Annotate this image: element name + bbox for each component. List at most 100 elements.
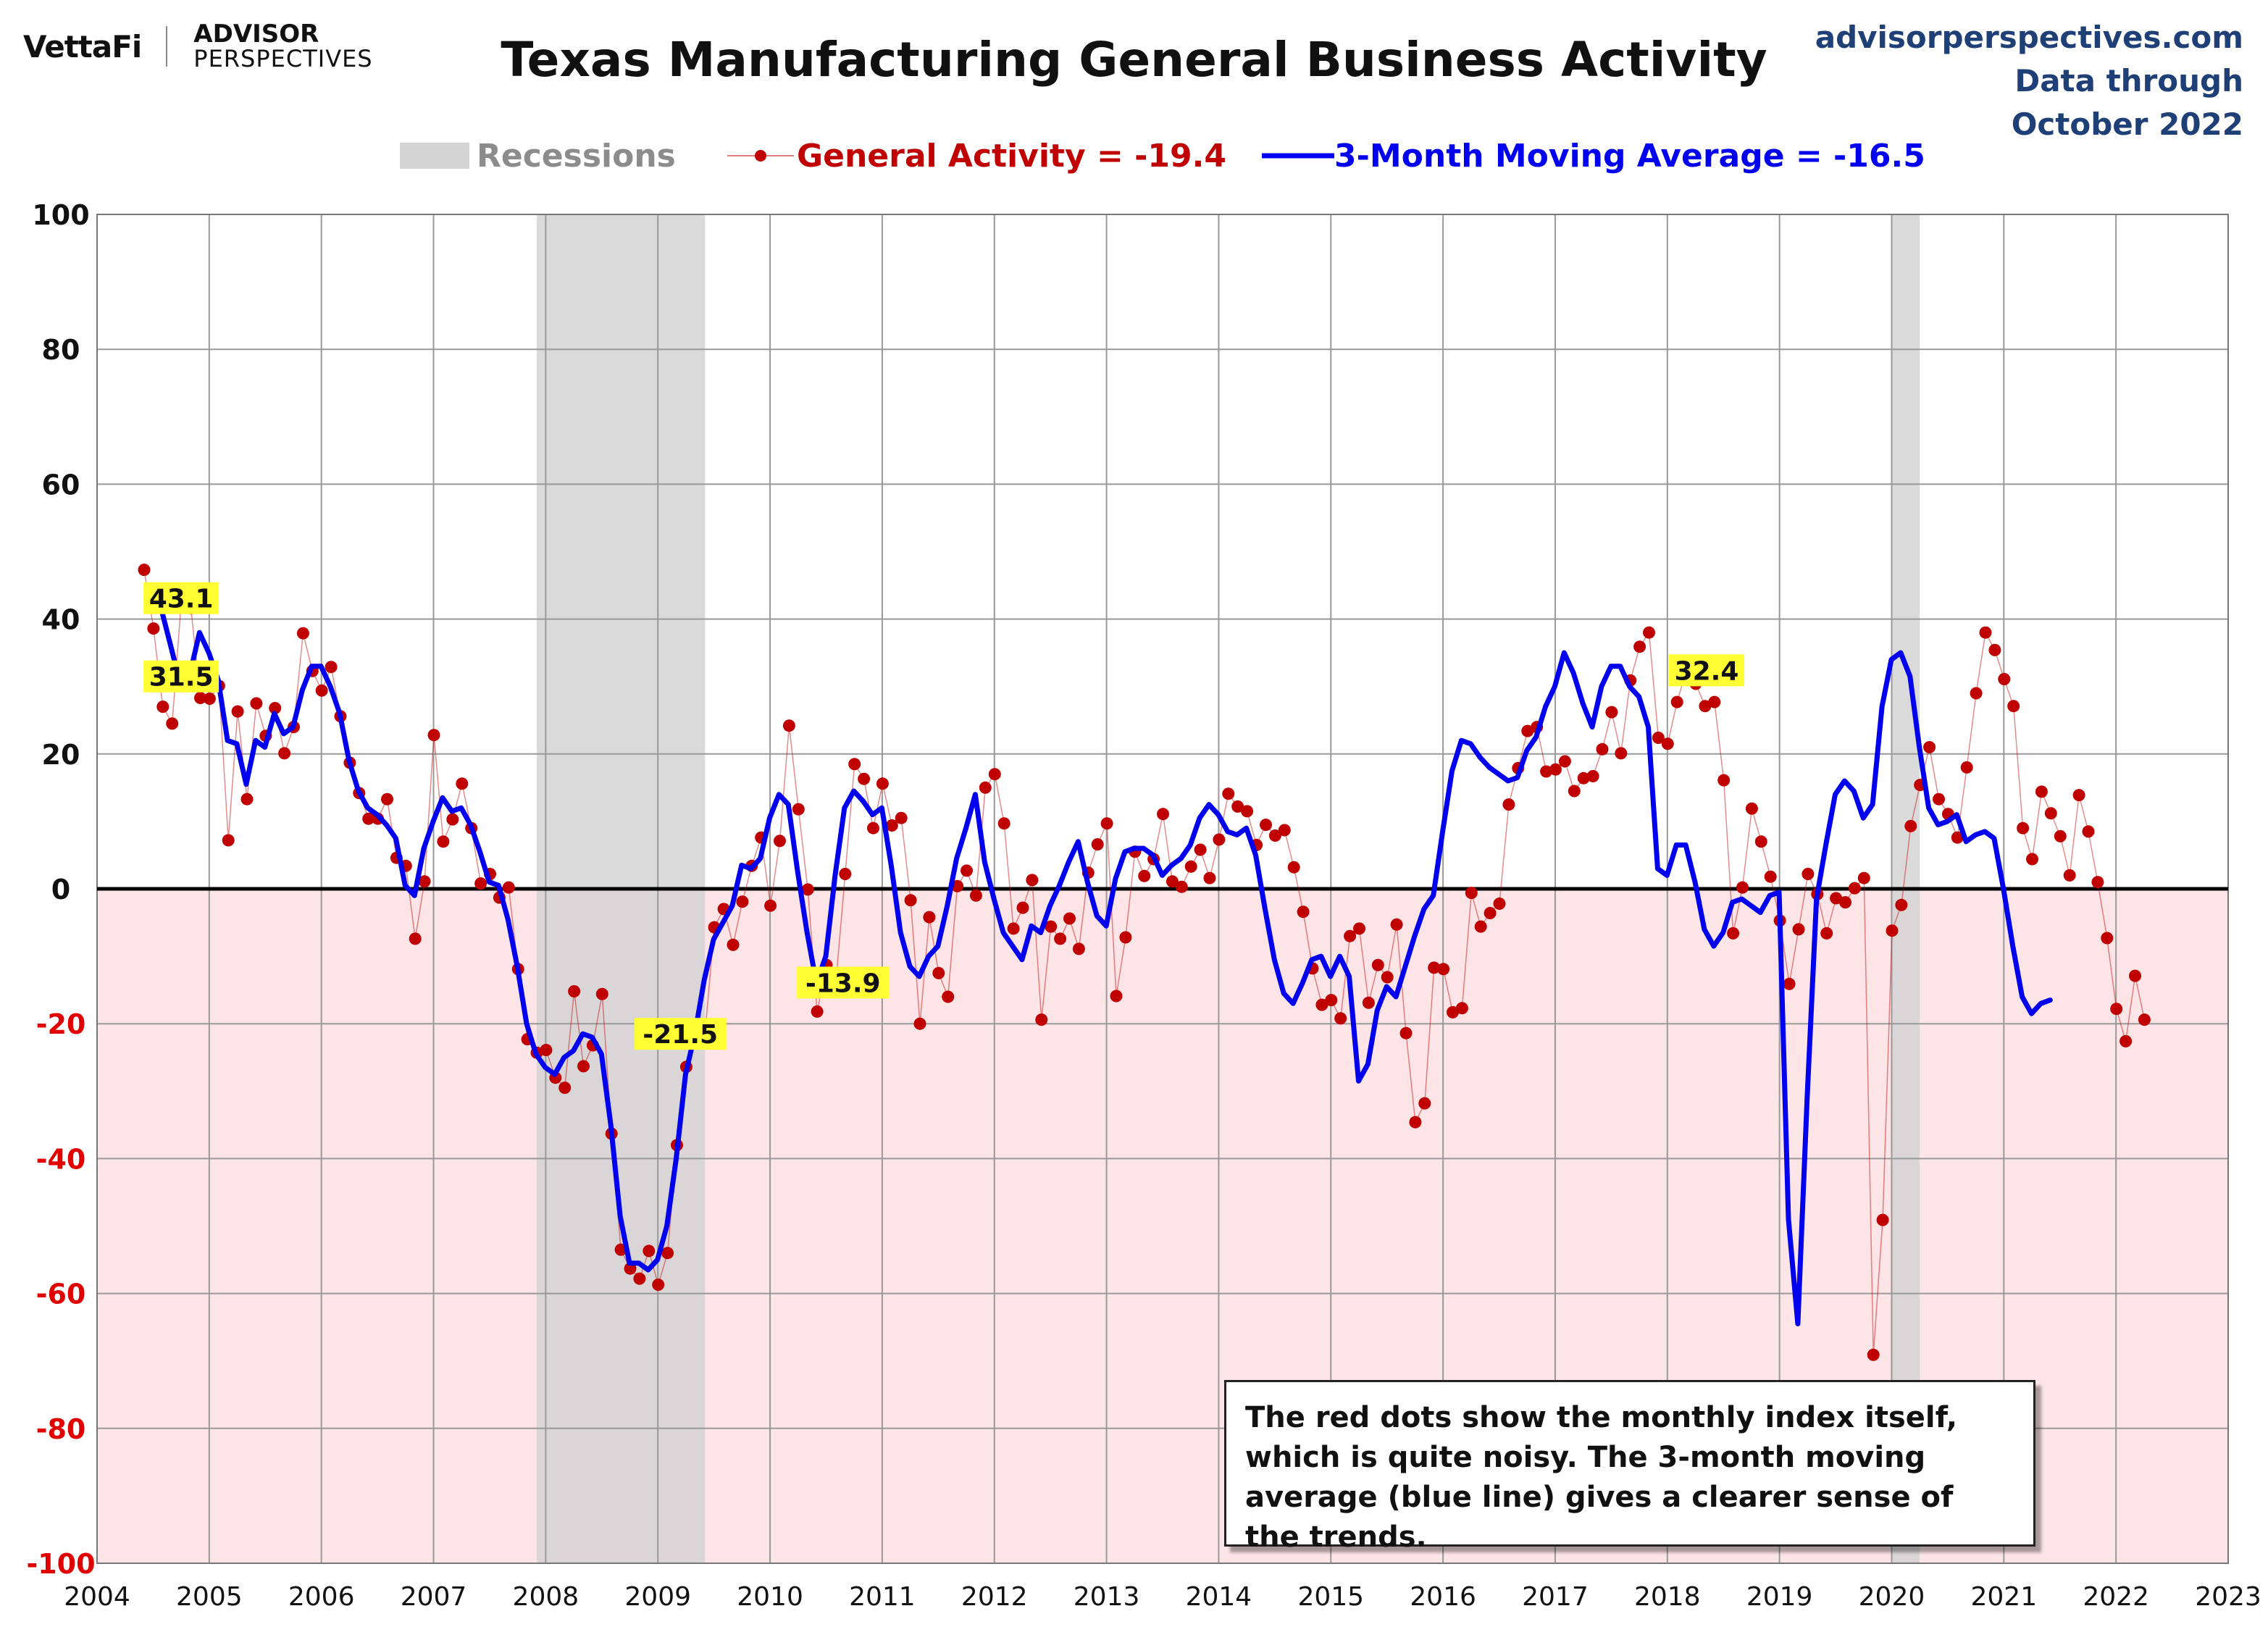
general-activity-point	[1484, 907, 1497, 919]
general-activity-point	[278, 747, 291, 760]
general-activity-point	[1287, 861, 1300, 874]
general-activity-point	[1447, 1005, 1459, 1019]
general-activity-point	[1465, 887, 1478, 900]
y-tick-label: 80	[42, 334, 80, 366]
general-activity-point	[2091, 876, 2104, 889]
logo-advisor-text: ADVISOR	[193, 20, 319, 49]
source-date: October 2022	[2011, 106, 2243, 142]
general-activity-point	[988, 768, 1001, 781]
general-activity-point	[1596, 743, 1609, 756]
general-activity-point	[427, 729, 440, 742]
general-activity-point	[774, 835, 786, 848]
general-activity-point	[1362, 996, 1375, 1009]
general-activity-point	[1054, 932, 1067, 945]
y-tick-label: 20	[42, 739, 80, 771]
y-tick-label: -100	[26, 1548, 95, 1580]
general-activity-point	[1371, 958, 1384, 971]
dot-line-swatch	[727, 150, 794, 162]
general-activity-point	[839, 868, 852, 880]
general-activity-point	[1437, 963, 1450, 976]
general-activity-point	[540, 1044, 553, 1056]
general-activity-point	[811, 1005, 824, 1018]
x-tick-label: 2008	[513, 1582, 579, 1612]
general-activity-point	[1876, 1213, 1889, 1226]
x-tick-label: 2014	[1186, 1582, 1252, 1612]
general-activity-point	[1848, 882, 1861, 895]
general-activity-point	[1633, 640, 1646, 653]
general-activity-point	[1344, 929, 1357, 942]
general-activity-point	[1802, 868, 1815, 880]
x-tick-label: 2021	[1971, 1582, 2038, 1612]
callout-background	[797, 966, 890, 999]
recession-swatch	[400, 143, 469, 169]
general-activity-point	[661, 1247, 674, 1260]
general-activity-point	[1110, 990, 1123, 1003]
general-activity-point	[1203, 871, 1216, 884]
general-activity-point	[1231, 800, 1244, 813]
general-activity-point	[325, 661, 338, 674]
general-activity-point	[942, 990, 955, 1003]
source-info: advisorperspectives.com Data through Oct…	[1815, 16, 2243, 146]
general-activity-point	[1540, 765, 1553, 778]
source-site: advisorperspectives.com	[1815, 20, 2243, 55]
general-activity-point	[736, 895, 749, 908]
general-activity-point	[2044, 807, 2057, 820]
general-activity-point	[250, 697, 263, 710]
general-activity-point	[1072, 942, 1085, 955]
y-tick-label: -40	[36, 1143, 86, 1175]
general-activity-point	[1381, 971, 1394, 984]
general-activity-point	[1988, 643, 2001, 656]
general-activity-point	[1708, 695, 1721, 708]
general-activity-point	[1867, 1348, 1880, 1361]
general-activity-point	[409, 932, 422, 945]
general-activity-point	[1175, 880, 1188, 893]
general-activity-point	[1418, 1097, 1431, 1110]
general-activity-point	[1820, 927, 1833, 940]
x-tick-label: 2015	[1297, 1582, 1364, 1612]
legend-general-activity-label: General Activity = -19.4	[797, 137, 1226, 175]
general-activity-point	[2063, 869, 2076, 882]
general-activity-point	[979, 781, 992, 794]
general-activity-point	[1652, 732, 1665, 744]
general-activity-point	[1474, 920, 1487, 933]
general-activity-point	[2007, 700, 2020, 713]
general-activity-point	[1745, 802, 1758, 815]
general-activity-point	[1063, 912, 1076, 925]
general-activity-point	[203, 693, 216, 705]
line-swatch	[1262, 153, 1334, 159]
y-tick-label: -60	[36, 1279, 86, 1310]
general-activity-point	[577, 1060, 590, 1073]
general-activity-point	[502, 881, 515, 894]
chart-legend: Recessions General Activity = -19.4 3-Mo…	[0, 130, 2268, 181]
general-activity-point	[1268, 829, 1281, 842]
x-tick-label: 2022	[2083, 1582, 2149, 1612]
legend-moving-average: 3-Month Moving Average = -16.5	[1262, 130, 1925, 181]
general-activity-point	[1605, 706, 1618, 719]
general-activity-point	[1100, 817, 1113, 830]
general-activity-point	[1736, 881, 1749, 894]
general-activity-point	[1353, 922, 1365, 935]
x-tick-label: 2007	[401, 1582, 467, 1612]
legend-recessions: Recessions	[400, 130, 676, 181]
general-activity-point	[381, 792, 393, 806]
general-activity-point	[1315, 998, 1328, 1011]
general-activity-point	[1035, 1013, 1048, 1026]
general-activity-point	[2017, 821, 2030, 835]
y-tick-label: 100	[32, 199, 89, 231]
general-activity-point	[1661, 737, 1674, 750]
general-activity-point	[1428, 961, 1441, 974]
logo-divider	[166, 26, 168, 67]
general-activity-point	[418, 875, 431, 888]
general-activity-point	[727, 938, 740, 951]
general-activity-point	[2082, 825, 2095, 838]
general-activity-point	[1586, 770, 1599, 782]
x-tick-label: 2010	[737, 1582, 803, 1612]
x-tick-label: 2004	[64, 1582, 130, 1612]
general-activity-point	[166, 717, 179, 730]
x-tick-label: 2019	[1746, 1582, 1813, 1612]
moving-average-line	[159, 609, 2053, 1326]
general-activity-point	[858, 772, 871, 785]
general-activity-point	[1923, 741, 1936, 753]
general-activity-point	[1886, 924, 1899, 937]
general-activity-point	[1455, 1002, 1468, 1015]
